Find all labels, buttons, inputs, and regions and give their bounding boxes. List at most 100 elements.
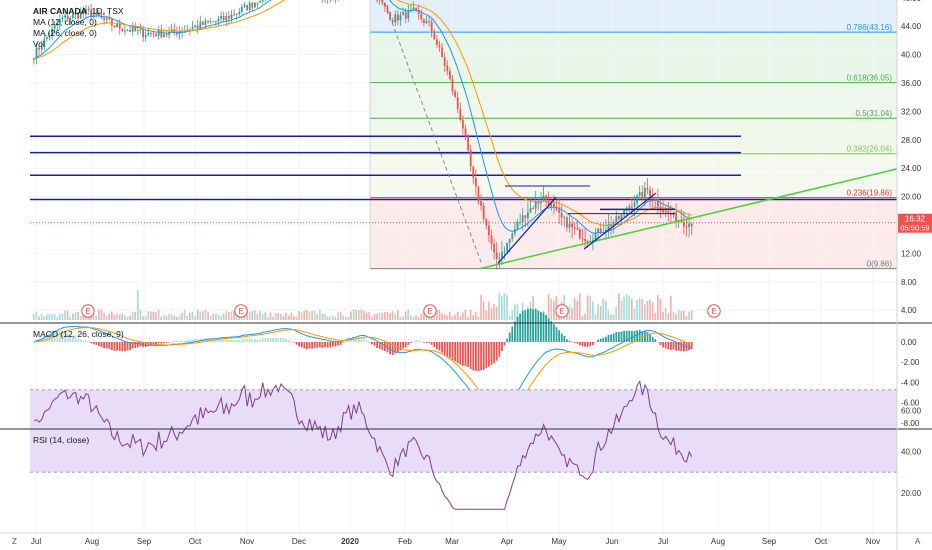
- volume-bar: [74, 312, 77, 320]
- macd-histogram-bar: [594, 342, 597, 343]
- volume-bar: [241, 316, 243, 320]
- volume-bar: [662, 311, 664, 320]
- macd-histogram-bar: [313, 342, 316, 348]
- macd-histogram-bar: [524, 310, 527, 342]
- volume-bar: [475, 312, 477, 320]
- candle-body: [521, 215, 524, 223]
- macd-histogram-bar: [485, 342, 488, 369]
- volume-bar: [118, 314, 121, 320]
- volume-bar: [654, 312, 657, 320]
- fib-label: 0.5(31.04): [856, 109, 893, 118]
- volume-bar: [287, 315, 290, 320]
- candle-body: [490, 235, 493, 244]
- candle-body: [475, 178, 477, 187]
- candle-body: [633, 202, 636, 207]
- candle-body: [191, 27, 194, 30]
- earnings-marker: [423, 304, 437, 318]
- macd-histogram-bar: [417, 340, 420, 342]
- candle-body: [618, 216, 620, 220]
- legend-ma26[interactable]: MA (26, close, 0): [33, 28, 97, 38]
- candle-body: [121, 28, 124, 31]
- volume-bar: [204, 309, 207, 320]
- candle-body: [558, 209, 560, 213]
- legend-vol[interactable]: Vol: [33, 39, 45, 49]
- macd-histogram-bar: [363, 338, 365, 342]
- candle-body: [685, 226, 688, 228]
- volume-bar: [160, 316, 163, 320]
- symbol-title[interactable]: AIR CANADA, 1D, TSX: [33, 6, 124, 16]
- candle-body: [95, 12, 98, 15]
- macd-histogram-bar: [631, 331, 633, 342]
- candle-body: [196, 25, 199, 29]
- volume-bar: [399, 316, 402, 320]
- volume-bar: [641, 298, 644, 320]
- volume-bar: [657, 294, 659, 320]
- macd-histogram-bar: [428, 342, 430, 344]
- macd-histogram-bar: [475, 342, 477, 371]
- candle-body: [503, 251, 506, 253]
- macd-histogram-bar: [100, 342, 103, 347]
- volume-bar: [131, 312, 134, 320]
- macd-histogram-bar: [358, 336, 360, 342]
- candle-body: [625, 210, 628, 212]
- legend-macd[interactable]: MACD (12, 26, close, 9): [33, 329, 124, 339]
- candle-body: [430, 22, 433, 32]
- candle-body: [542, 195, 545, 202]
- volume-bar: [347, 316, 350, 320]
- macd-histogram-bar: [449, 342, 451, 358]
- volume-bar: [334, 316, 337, 320]
- candle-body: [446, 65, 449, 71]
- macd-histogram-bar: [306, 342, 308, 350]
- price-tick-label: 36.00: [901, 79, 922, 88]
- volume-bar: [490, 308, 493, 320]
- candle-body: [485, 218, 488, 226]
- macd-histogram-bar: [482, 342, 485, 370]
- macd-histogram-bar: [477, 342, 480, 372]
- macd-histogram-bar: [516, 316, 519, 342]
- symbol-exchange: TSX: [107, 6, 124, 16]
- trend-drawings[interactable]: [375, 0, 898, 270]
- legend-rsi[interactable]: RSI (14, close): [33, 435, 90, 445]
- candle-body: [540, 201, 542, 204]
- macd-histogram-bar: [319, 342, 321, 348]
- volume-bar: [464, 309, 467, 320]
- volume-bar: [282, 315, 285, 320]
- volume-bar: [514, 304, 516, 320]
- macd-histogram-bar: [545, 314, 547, 342]
- volume-bar: [368, 312, 371, 320]
- volume-bar: [72, 313, 74, 320]
- macd-histogram-bar: [607, 334, 610, 342]
- volume-bar: [456, 311, 459, 320]
- candle-body: [599, 228, 602, 234]
- volume-bar: [290, 312, 293, 320]
- volume-bar: [623, 296, 625, 320]
- candle-body: [402, 12, 404, 15]
- macd-histogram-bar: [173, 340, 176, 342]
- candle-body: [480, 201, 482, 206]
- macd-histogram-bar: [511, 326, 514, 342]
- candle-body: [165, 34, 168, 36]
- candle-body: [469, 149, 472, 167]
- candle-body: [657, 199, 659, 207]
- candle-body: [66, 15, 69, 20]
- volume-bar: [157, 309, 160, 320]
- volume-bar: [194, 315, 196, 320]
- candle-body: [399, 14, 402, 21]
- candle-body: [142, 29, 144, 38]
- candle-body: [40, 46, 43, 50]
- volume-bar: [612, 314, 615, 320]
- macd-histogram-bar: [636, 330, 638, 342]
- macd-histogram-bar: [638, 329, 641, 342]
- candle-body: [407, 10, 410, 19]
- macd-histogram-bar: [454, 342, 456, 362]
- candle-body: [547, 199, 550, 207]
- macd-histogram-bar: [329, 342, 332, 348]
- legend-ma12[interactable]: MA (12, close, 0): [33, 17, 97, 27]
- macd-histogram-bar: [625, 330, 628, 342]
- macd-histogram-bar: [628, 330, 631, 342]
- candle-body: [571, 223, 573, 228]
- earnings-marker: [707, 304, 721, 318]
- volume-bar: [410, 315, 412, 320]
